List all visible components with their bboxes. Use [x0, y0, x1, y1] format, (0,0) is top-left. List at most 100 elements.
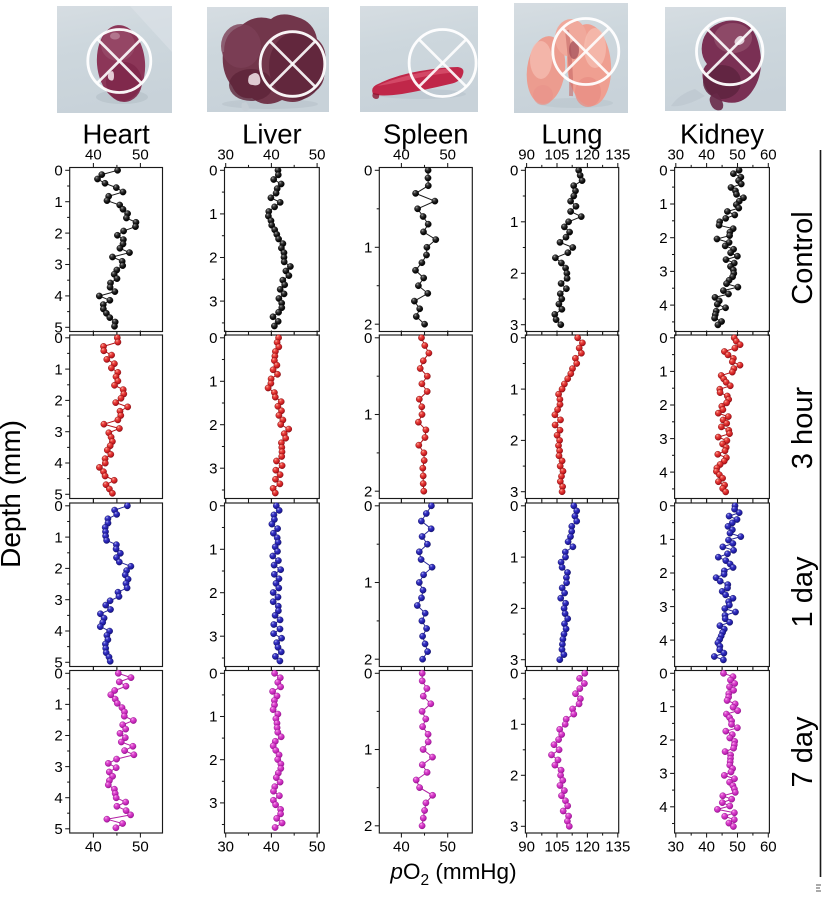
- svg-text:2: 2: [364, 651, 372, 668]
- svg-text:0: 0: [659, 498, 667, 515]
- svg-text:30: 30: [217, 147, 234, 164]
- svg-text:3: 3: [209, 293, 217, 310]
- svg-text:1: 1: [54, 529, 62, 546]
- svg-text:Heart: Heart: [82, 119, 150, 150]
- svg-text:4: 4: [54, 790, 62, 807]
- svg-text:3: 3: [54, 257, 62, 274]
- svg-text:2: 2: [659, 397, 667, 414]
- svg-text:3: 3: [510, 819, 518, 836]
- svg-text:40: 40: [263, 147, 280, 164]
- svg-text:1: 1: [364, 240, 372, 257]
- svg-text:50: 50: [439, 839, 456, 856]
- svg-text:Liver: Liver: [242, 119, 302, 150]
- svg-text:50: 50: [132, 147, 149, 164]
- svg-text:3: 3: [510, 652, 518, 669]
- svg-text:2: 2: [209, 250, 217, 267]
- svg-text:1: 1: [54, 361, 62, 378]
- svg-text:5: 5: [54, 320, 62, 337]
- svg-text:40: 40: [85, 839, 102, 856]
- svg-text:1: 1: [54, 194, 62, 211]
- svg-text:2: 2: [209, 752, 217, 769]
- svg-text:4: 4: [54, 288, 62, 305]
- svg-text:135: 135: [605, 839, 630, 856]
- svg-text:1: 1: [364, 575, 372, 592]
- svg-text:2: 2: [54, 225, 62, 242]
- svg-text:60: 60: [760, 147, 777, 164]
- svg-text:2: 2: [659, 732, 667, 749]
- svg-text:3: 3: [659, 264, 667, 281]
- svg-text:40: 40: [393, 839, 410, 856]
- svg-text:135: 135: [605, 147, 630, 164]
- svg-text:1: 1: [659, 364, 667, 381]
- svg-text:1: 1: [209, 709, 217, 726]
- svg-text:50: 50: [309, 839, 326, 856]
- svg-text:2: 2: [510, 433, 518, 450]
- svg-text:2: 2: [364, 483, 372, 500]
- svg-text:0: 0: [209, 330, 217, 347]
- svg-text:1: 1: [510, 717, 518, 734]
- svg-text:40: 40: [85, 147, 102, 164]
- svg-text:50: 50: [309, 147, 326, 164]
- svg-text:105: 105: [544, 147, 569, 164]
- svg-text:4: 4: [659, 799, 667, 816]
- svg-text:Depth (mm): Depth (mm): [0, 420, 26, 568]
- svg-text:3: 3: [54, 424, 62, 441]
- svg-text:Control: Control: [787, 211, 819, 305]
- svg-text:3: 3: [659, 431, 667, 448]
- svg-text:1: 1: [510, 381, 518, 398]
- svg-text:7 day: 7 day: [787, 716, 819, 787]
- svg-text:0: 0: [510, 163, 518, 180]
- svg-text:30: 30: [217, 839, 234, 856]
- svg-text:5: 5: [54, 821, 62, 838]
- svg-text:1: 1: [54, 697, 62, 714]
- svg-text:2: 2: [659, 230, 667, 247]
- svg-text:0: 0: [510, 498, 518, 515]
- svg-text:4: 4: [54, 623, 62, 640]
- svg-text:2: 2: [54, 393, 62, 410]
- svg-text:0: 0: [510, 330, 518, 347]
- svg-text:Lung: Lung: [541, 119, 602, 150]
- svg-text:0: 0: [659, 666, 667, 683]
- svg-text:4: 4: [659, 464, 667, 481]
- svg-text:90: 90: [518, 147, 535, 164]
- svg-text:0: 0: [659, 330, 667, 347]
- svg-text:1: 1: [659, 196, 667, 213]
- svg-text:Spleen: Spleen: [383, 119, 469, 150]
- svg-text:Kidney: Kidney: [680, 119, 764, 150]
- svg-text:1: 1: [364, 407, 372, 424]
- svg-text:0: 0: [659, 163, 667, 180]
- svg-text:40: 40: [393, 147, 410, 164]
- svg-text:1: 1: [209, 374, 217, 391]
- svg-text:1: 1: [209, 206, 217, 223]
- svg-text:0: 0: [54, 498, 62, 515]
- svg-text:3: 3: [659, 599, 667, 616]
- svg-text:3: 3: [209, 460, 217, 477]
- svg-text:2: 2: [54, 728, 62, 745]
- svg-text:30: 30: [667, 147, 684, 164]
- svg-text:40: 40: [263, 839, 280, 856]
- svg-text:0: 0: [364, 666, 372, 683]
- svg-text:120: 120: [575, 839, 600, 856]
- svg-text:3: 3: [510, 317, 518, 334]
- svg-text:0: 0: [209, 666, 217, 683]
- svg-text:2: 2: [364, 316, 372, 333]
- svg-text:0: 0: [209, 498, 217, 515]
- svg-text:105: 105: [544, 839, 569, 856]
- svg-text:50: 50: [729, 839, 746, 856]
- svg-text:0: 0: [209, 163, 217, 180]
- svg-text:3 hour: 3 hour: [787, 387, 819, 470]
- svg-text:4: 4: [659, 632, 667, 649]
- svg-text:1 day: 1 day: [787, 556, 819, 627]
- svg-text:0: 0: [364, 498, 372, 515]
- svg-text:2: 2: [510, 266, 518, 283]
- svg-text:2: 2: [209, 585, 217, 602]
- svg-text:60: 60: [760, 839, 777, 856]
- svg-text:0: 0: [364, 330, 372, 347]
- svg-text:50: 50: [439, 147, 456, 164]
- svg-text:5: 5: [54, 487, 62, 504]
- svg-text:3: 3: [54, 592, 62, 609]
- svg-text:1: 1: [659, 699, 667, 716]
- svg-text:2: 2: [54, 561, 62, 578]
- svg-text:5: 5: [54, 655, 62, 672]
- svg-text:3: 3: [659, 766, 667, 783]
